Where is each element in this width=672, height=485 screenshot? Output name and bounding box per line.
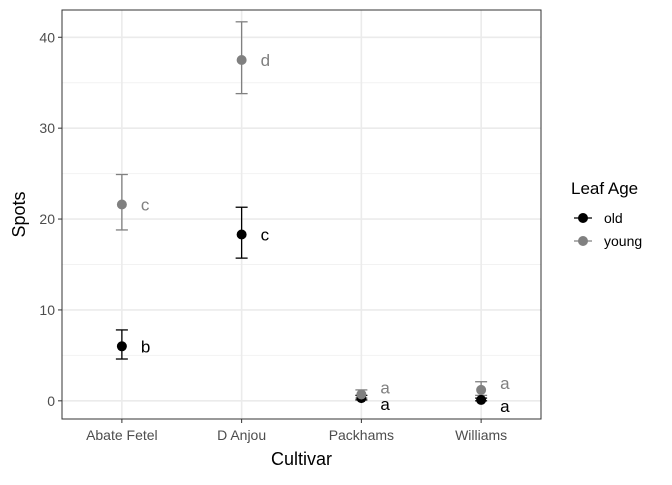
group-letter-old: a	[500, 397, 510, 416]
legend-label-young: young	[604, 233, 642, 249]
y-tick-label: 0	[47, 393, 55, 409]
legend-label-old: old	[604, 210, 623, 226]
axes: 0 10 20 30 40 Abate Fetel D Anjou Packhams Willi…	[39, 29, 507, 443]
legend-keys: old young	[574, 210, 642, 249]
data-point-old	[236, 229, 247, 240]
y-tick-label: 40	[39, 29, 55, 45]
data-point-old	[116, 341, 127, 352]
group-letter-young: d	[261, 51, 270, 70]
x-axis-title: Cultivar	[271, 449, 332, 469]
y-tick-label: 20	[39, 211, 55, 227]
group-letter-young: a	[380, 378, 390, 397]
y-axis-title: Spots	[9, 191, 29, 237]
group-letter-old: a	[380, 395, 390, 414]
x-tick-label: Williams	[455, 427, 507, 443]
group-letter-young: a	[500, 374, 510, 393]
panel-background	[62, 10, 541, 419]
legend: Leaf Age old young	[571, 179, 642, 249]
data-point-old	[476, 394, 487, 405]
legend-key-dot-young	[578, 236, 588, 246]
x-tick-label: D Anjou	[217, 427, 266, 443]
x-tick-label: Abate Fetel	[86, 427, 158, 443]
group-letter-old: b	[141, 337, 150, 356]
legend-title: Leaf Age	[571, 179, 638, 198]
legend-key-dot-old	[578, 213, 588, 223]
group-letter-young: c	[141, 196, 150, 215]
group-letter-old: c	[261, 225, 270, 244]
x-tick-label: Packhams	[329, 427, 394, 443]
y-tick-label: 30	[39, 120, 55, 136]
data-point-young	[236, 54, 247, 65]
y-tick-label: 10	[39, 302, 55, 318]
data-point-young	[356, 389, 367, 400]
panel-border	[61, 9, 542, 420]
data-points	[116, 54, 487, 405]
data-point-young	[476, 384, 487, 395]
data-point-young	[116, 199, 127, 210]
